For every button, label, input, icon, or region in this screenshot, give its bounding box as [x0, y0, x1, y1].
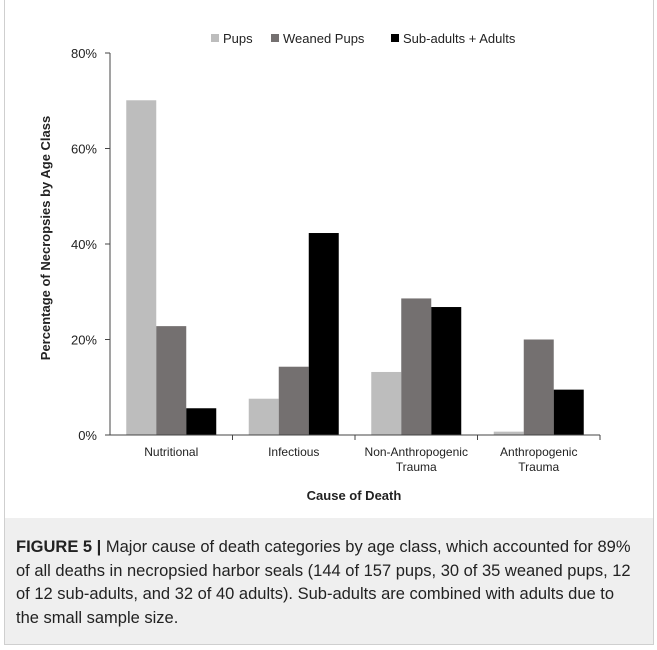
- bar-pups-3: [493, 431, 524, 435]
- bar-weaned-pups-2: [401, 298, 432, 435]
- bar-sub-adults-adults-1: [308, 233, 339, 435]
- legend-swatch: [391, 34, 399, 42]
- caption-text: Major cause of death categories by age c…: [16, 538, 631, 627]
- y-tick-label: 0%: [78, 428, 97, 443]
- legend-label: Weaned Pups: [283, 31, 365, 46]
- bar-pups-0: [126, 100, 157, 436]
- legend-swatch: [211, 34, 219, 42]
- bar-sub-adults-adults-3: [553, 389, 584, 435]
- y-tick-label: 40%: [71, 237, 97, 252]
- legend-label: Sub-adults + Adults: [403, 31, 516, 46]
- bar-pups-2: [371, 371, 402, 435]
- figure-frame: [4, 0, 654, 645]
- x-category-label: Trauma: [518, 460, 559, 474]
- bar-weaned-pups-0: [156, 326, 187, 435]
- y-tick-label: 60%: [71, 142, 97, 157]
- bars: [126, 100, 584, 436]
- bar-sub-adults-adults-2: [431, 307, 462, 435]
- y-axis-title: Percentage of Necropsies by Age Class: [38, 116, 53, 360]
- x-axis: Nutritional Infectious Non-AnthropogenicTr…: [110, 434, 601, 474]
- bar-chart: Pups Weaned Pups Sub-adults + Adults 0% 20%…: [38, 31, 601, 503]
- bar-pups-1: [248, 398, 279, 435]
- legend-label: Pups: [223, 31, 253, 46]
- x-category-label: Nutritional: [144, 445, 198, 459]
- y-tick-label: 80%: [71, 46, 97, 61]
- bar-weaned-pups-3: [523, 339, 554, 435]
- x-category-label: Anthropogenic: [500, 445, 577, 459]
- x-axis-title: Cause of Death: [307, 488, 402, 503]
- caption-band: [5, 518, 653, 644]
- x-category-label: Trauma: [396, 460, 437, 474]
- y-tick-label: 20%: [71, 333, 97, 348]
- figure-caption: FIGURE 5 | Major cause of death categori…: [16, 536, 641, 630]
- bar-sub-adults-adults-0: [186, 408, 217, 435]
- legend: Pups Weaned Pups Sub-adults + Adults: [211, 31, 516, 46]
- y-axis: 0% 20% 40% 60% 80%: [71, 46, 111, 443]
- caption-label: FIGURE 5 |: [16, 538, 102, 556]
- x-category-label: Infectious: [268, 445, 319, 459]
- x-category-label: Non-Anthropogenic: [365, 445, 468, 459]
- legend-swatch: [271, 34, 279, 42]
- bar-weaned-pups-1: [278, 366, 309, 435]
